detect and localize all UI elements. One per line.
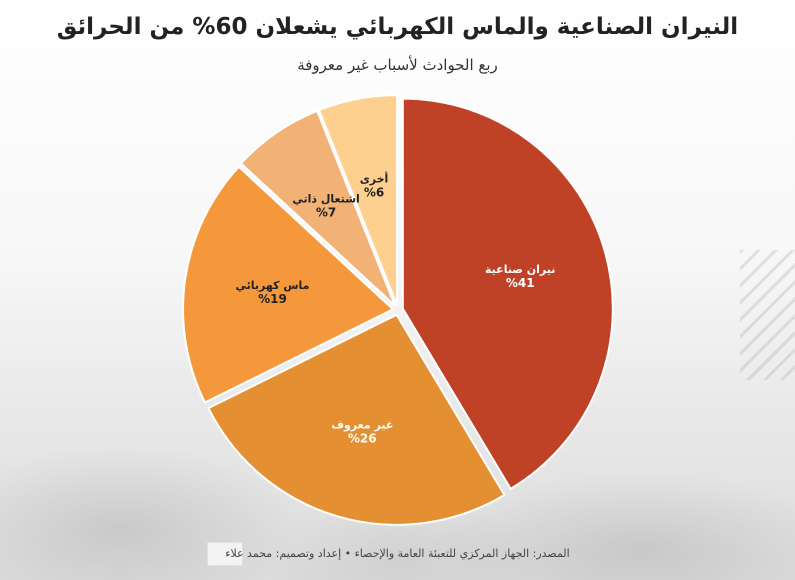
slice-label-3: اشتعال ذاتي — [292, 193, 359, 206]
background-ruin — [740, 250, 795, 380]
slice-label-4: أخرى — [360, 171, 389, 185]
slice-value-3: %7 — [316, 206, 336, 220]
pie-slice-2 — [182, 165, 395, 404]
chart-subtitle: ربع الحوادث لأسباب غير معروفة — [297, 56, 498, 74]
source-note: المصدر: الجهاز المركزي للتعبئة العامة وا… — [225, 547, 570, 560]
author-logo — [207, 542, 243, 566]
pie-slice-3 — [239, 109, 397, 307]
chart-title: النيران الصناعية والماس الكهربائي يشعلان… — [56, 14, 739, 40]
slice-label-0: نيران صناعية — [485, 263, 555, 276]
slice-value-0: %41 — [506, 276, 535, 290]
slice-value-1: %26 — [348, 432, 377, 446]
pie-slice-0 — [401, 97, 614, 491]
pie-slice-1 — [207, 313, 506, 526]
slice-value-4: %6 — [364, 185, 384, 199]
slice-label-2: ماس كهربائي — [235, 279, 309, 292]
slice-label-1: غير معروف — [331, 419, 393, 432]
slice-value-2: %19 — [258, 292, 287, 306]
pie-slice-4 — [317, 94, 399, 306]
